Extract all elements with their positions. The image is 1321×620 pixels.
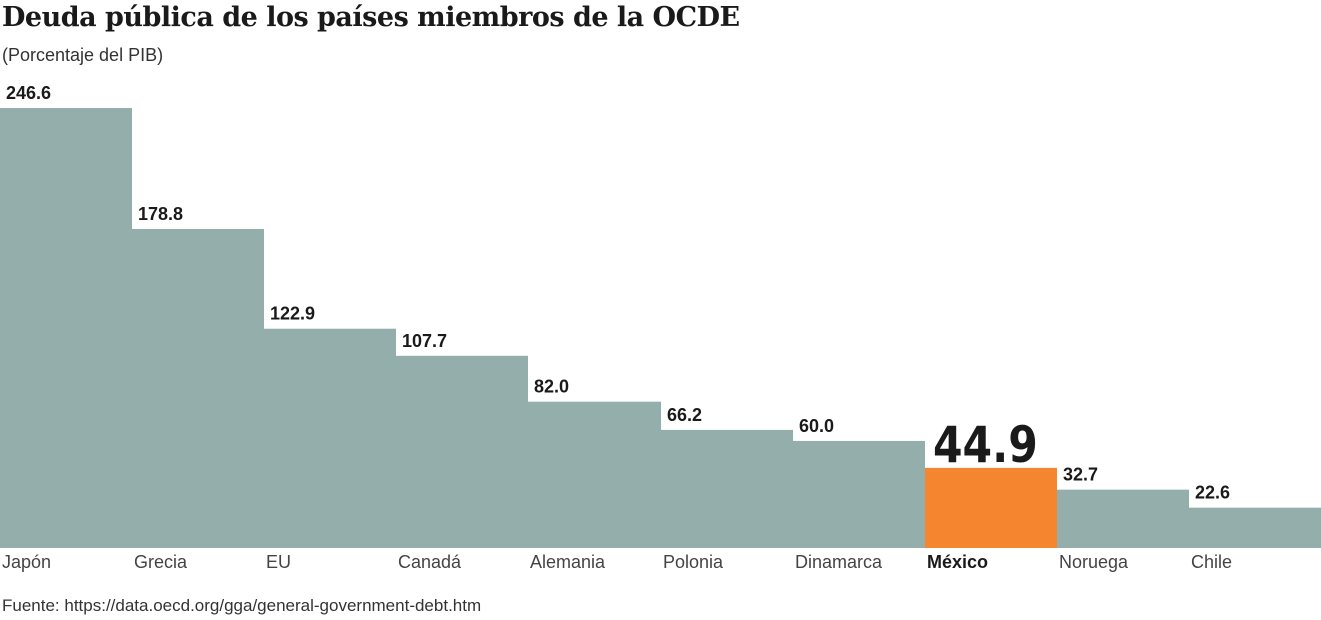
bar-6: [793, 440, 925, 548]
category-label-0: Japón: [2, 552, 51, 572]
bar-5: [661, 429, 793, 548]
data-label-8: 32.7: [1063, 465, 1098, 485]
data-label-1: 178.8: [138, 204, 183, 224]
bar-2: [264, 328, 396, 548]
bar-9: [1189, 507, 1321, 548]
category-label-4: Alemania: [530, 552, 606, 572]
bar-4: [528, 401, 661, 548]
chart-subtitle: (Porcentaje del PIB): [2, 45, 164, 65]
bar-8: [1057, 489, 1189, 548]
bar-3: [396, 355, 528, 548]
data-label-5: 66.2: [667, 405, 702, 425]
bar-0: [0, 108, 132, 548]
category-label-1: Grecia: [134, 552, 188, 572]
data-label-4: 82.0: [534, 377, 569, 397]
data-label-0: 246.6: [6, 83, 51, 103]
category-label-2: EU: [266, 552, 291, 572]
category-label-3: Canadá: [398, 552, 462, 572]
data-label-3: 107.7: [402, 331, 447, 351]
bar-7: [925, 467, 1057, 548]
chart-title: Deuda pública de los países miembros de …: [2, 2, 740, 33]
category-label-5: Polonia: [663, 552, 724, 572]
data-label-7: 44.9: [933, 416, 1038, 474]
source-note: Fuente: https://data.oecd.org/gga/genera…: [2, 596, 482, 615]
data-label-2: 122.9: [270, 304, 315, 324]
category-label-6: Dinamarca: [795, 552, 883, 572]
data-label-6: 60.0: [799, 416, 834, 436]
bar-1: [132, 228, 264, 548]
data-label-9: 22.6: [1195, 483, 1230, 503]
category-label-9: Chile: [1191, 552, 1232, 572]
category-label-7: México: [927, 552, 988, 572]
category-label-8: Noruega: [1059, 552, 1129, 572]
